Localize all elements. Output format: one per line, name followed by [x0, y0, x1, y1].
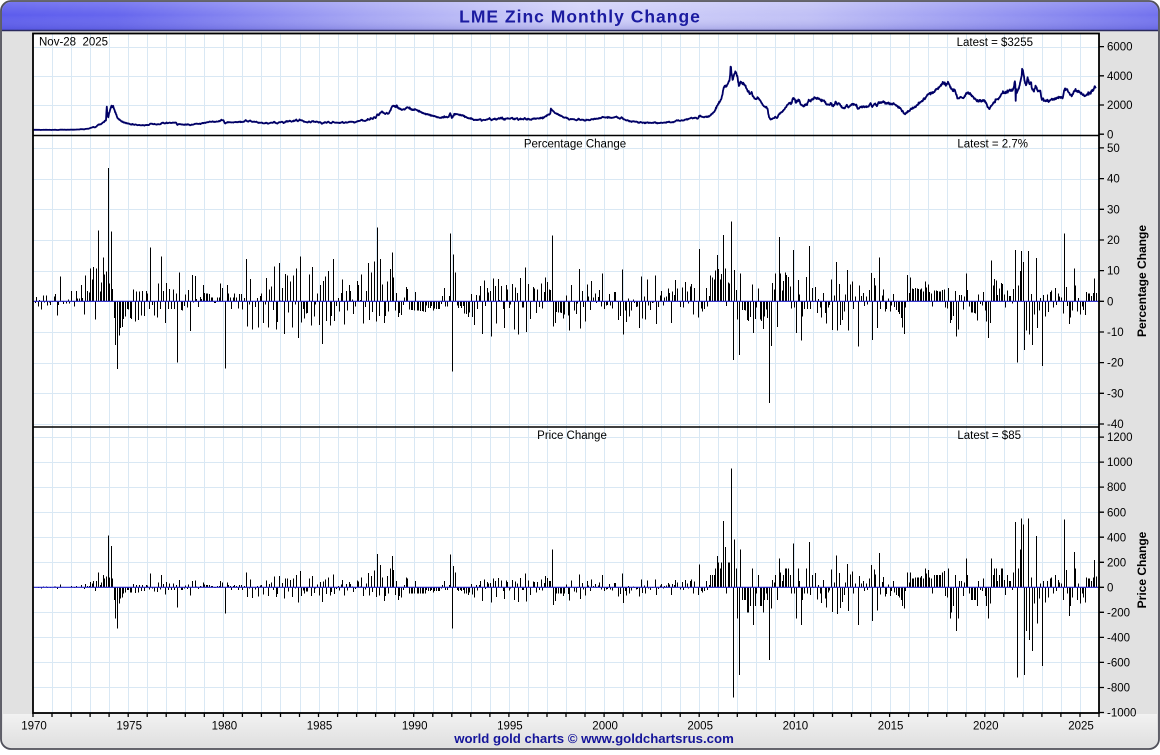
- svg-text:1980: 1980: [212, 721, 238, 733]
- svg-text:-800: -800: [1107, 683, 1130, 695]
- svg-text:6000: 6000: [1107, 42, 1133, 54]
- svg-text:40: 40: [1107, 174, 1120, 186]
- svg-text:20: 20: [1107, 235, 1120, 247]
- svg-text:1000: 1000: [1107, 457, 1133, 469]
- svg-text:2015: 2015: [878, 721, 904, 733]
- svg-text:Percentage Change: Percentage Change: [1135, 225, 1149, 337]
- svg-text:Price Change: Price Change: [1135, 531, 1149, 608]
- svg-text:-200: -200: [1107, 607, 1130, 619]
- svg-text:1975: 1975: [116, 721, 142, 733]
- svg-text:600: 600: [1107, 507, 1126, 519]
- svg-text:2000: 2000: [1107, 100, 1133, 112]
- svg-text:2025: 2025: [1068, 721, 1094, 733]
- svg-text:1990: 1990: [402, 721, 428, 733]
- svg-text:-1000: -1000: [1107, 708, 1136, 720]
- svg-text:10: 10: [1107, 266, 1120, 278]
- svg-text:LME Zinc Monthly Change: LME Zinc Monthly Change: [459, 7, 701, 27]
- svg-text:1995: 1995: [497, 721, 523, 733]
- svg-text:4000: 4000: [1107, 71, 1133, 83]
- svg-text:-10: -10: [1107, 327, 1124, 339]
- svg-text:1985: 1985: [307, 721, 333, 733]
- svg-text:Latest = $85: Latest = $85: [957, 430, 1021, 442]
- svg-text:2000: 2000: [592, 721, 618, 733]
- svg-text:1200: 1200: [1107, 432, 1133, 444]
- svg-text:-40: -40: [1107, 419, 1124, 431]
- svg-text:2020: 2020: [973, 721, 999, 733]
- svg-text:Percentage Change: Percentage Change: [524, 139, 626, 151]
- svg-text:Nov-28 2025: Nov-28 2025: [39, 37, 108, 49]
- svg-text:-20: -20: [1107, 358, 1124, 370]
- svg-text:-600: -600: [1107, 658, 1130, 670]
- svg-text:50: 50: [1107, 143, 1120, 155]
- svg-text:0: 0: [1107, 129, 1113, 141]
- svg-text:-400: -400: [1107, 633, 1130, 645]
- svg-text:1970: 1970: [21, 721, 47, 733]
- svg-text:Latest = 2.7%: Latest = 2.7%: [957, 139, 1028, 151]
- svg-text:Latest = $3255: Latest = $3255: [957, 37, 1033, 49]
- svg-text:2005: 2005: [687, 721, 713, 733]
- svg-text:30: 30: [1107, 204, 1120, 216]
- svg-text:400: 400: [1107, 532, 1126, 544]
- svg-text:Price Change: Price Change: [537, 430, 607, 442]
- svg-text:world gold charts © www.goldch: world gold charts © www.goldchartsrus.co…: [453, 731, 734, 746]
- svg-text:200: 200: [1107, 557, 1126, 569]
- svg-text:800: 800: [1107, 482, 1126, 494]
- svg-text:0: 0: [1107, 296, 1113, 308]
- svg-text:0: 0: [1107, 582, 1113, 594]
- svg-text:-30: -30: [1107, 388, 1124, 400]
- svg-text:2010: 2010: [783, 721, 809, 733]
